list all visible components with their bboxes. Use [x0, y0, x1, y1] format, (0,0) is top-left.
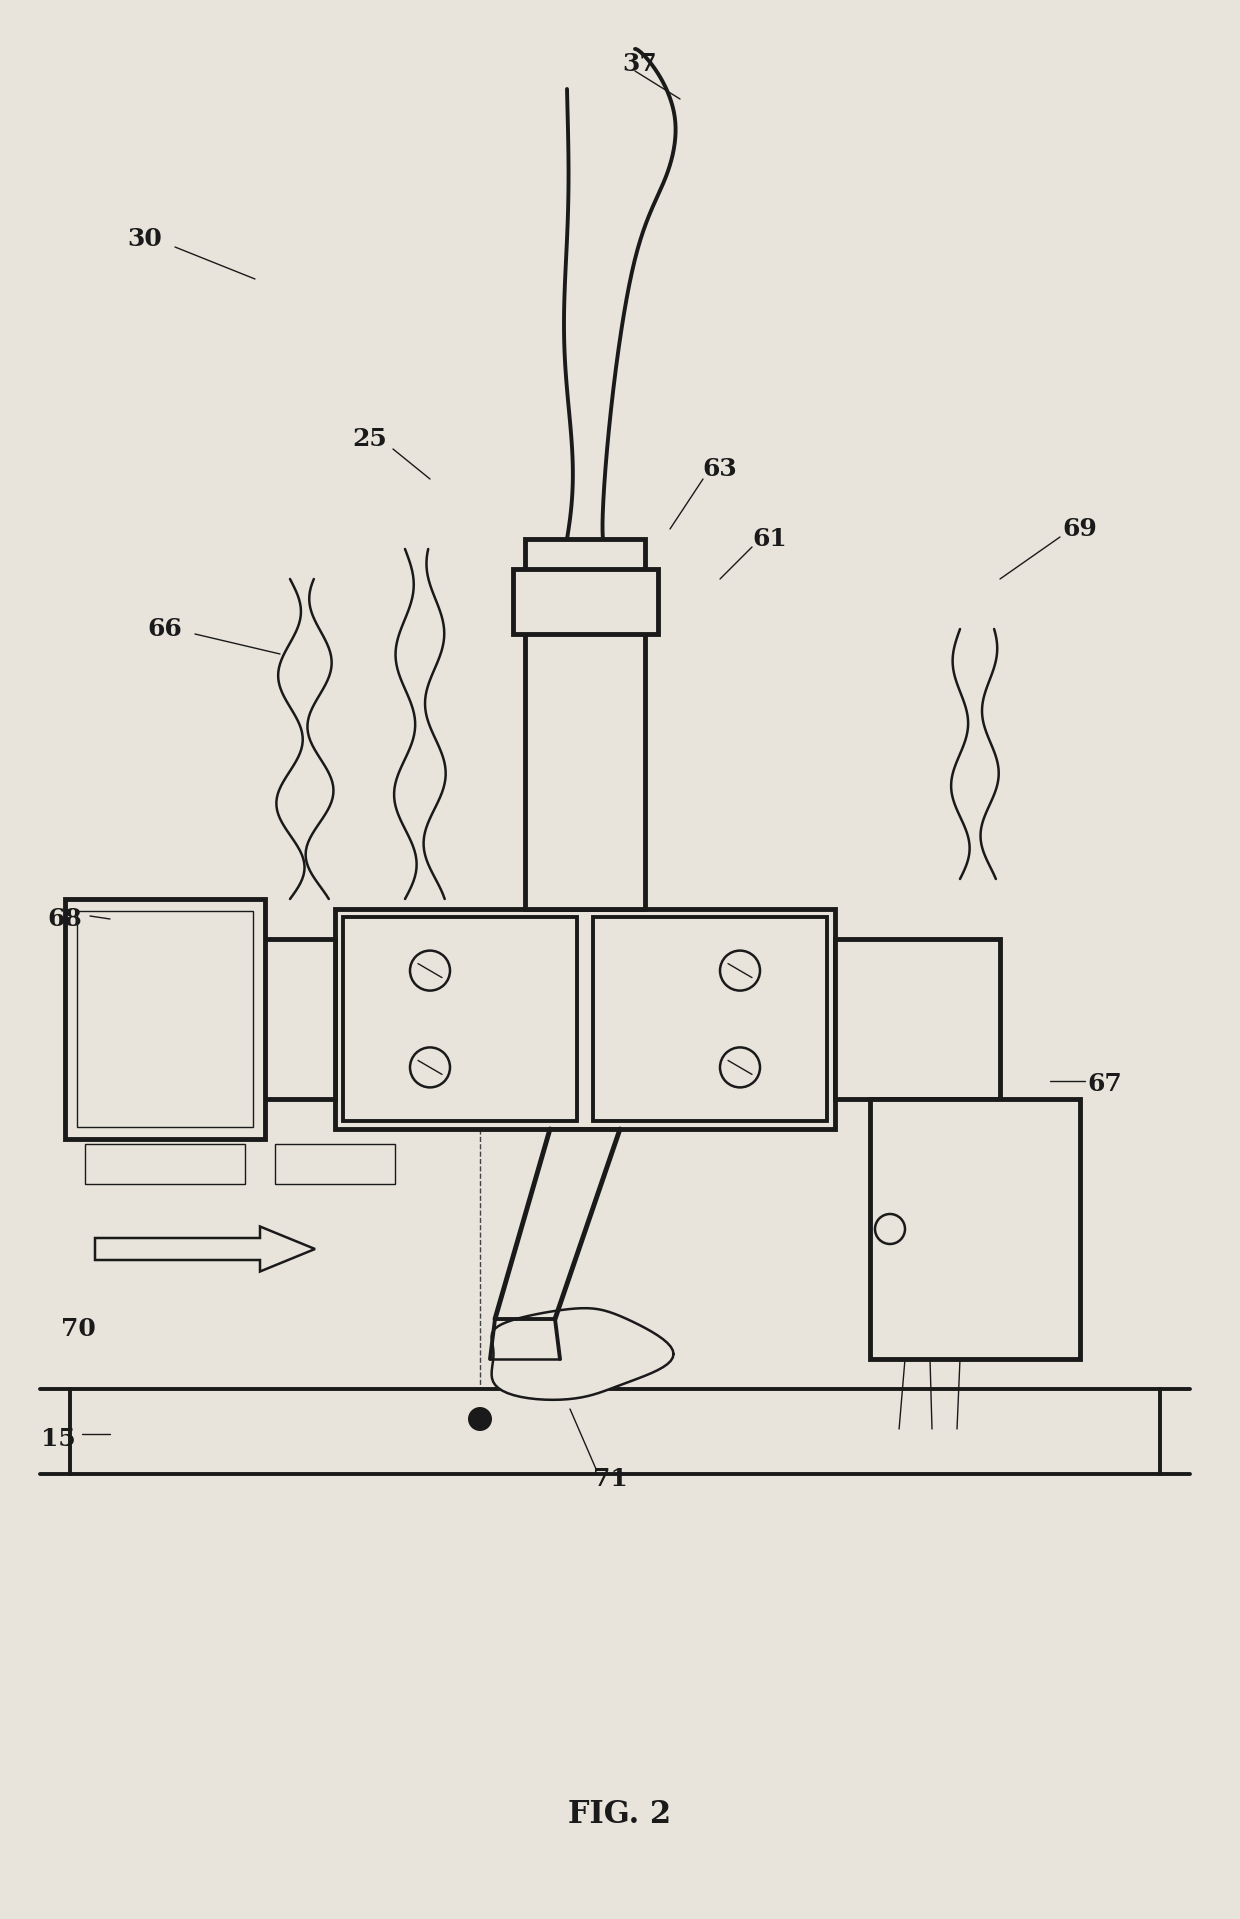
Text: 63: 63: [703, 457, 738, 482]
Text: 15: 15: [41, 1428, 76, 1451]
Text: 68: 68: [47, 908, 82, 931]
Bar: [275, 1144, 396, 1184]
Bar: [86, 1144, 246, 1184]
Bar: [100, 938, 335, 1100]
Circle shape: [720, 1048, 760, 1088]
Polygon shape: [491, 1309, 673, 1399]
Text: 71: 71: [593, 1466, 627, 1491]
Text: 25: 25: [352, 428, 387, 451]
Bar: [343, 917, 577, 1121]
Text: 37: 37: [622, 52, 657, 77]
FancyArrow shape: [95, 1226, 315, 1272]
Bar: [835, 938, 999, 1100]
Bar: [64, 898, 265, 1140]
Bar: [593, 917, 827, 1121]
Bar: [335, 910, 835, 1128]
Text: 67: 67: [1087, 1073, 1122, 1096]
Bar: [870, 1100, 1080, 1359]
Circle shape: [875, 1215, 905, 1244]
Bar: [77, 912, 253, 1126]
Bar: [69, 1389, 1159, 1474]
Bar: [525, 539, 645, 910]
Bar: [512, 570, 657, 633]
Text: 66: 66: [148, 618, 182, 641]
Circle shape: [720, 950, 760, 990]
Circle shape: [410, 1048, 450, 1088]
Text: 69: 69: [1063, 516, 1097, 541]
Text: 61: 61: [753, 528, 787, 551]
Text: FIG. 2: FIG. 2: [568, 1798, 672, 1829]
Circle shape: [410, 950, 450, 990]
Text: 70: 70: [61, 1316, 95, 1341]
Text: 30: 30: [128, 226, 162, 251]
Circle shape: [467, 1407, 492, 1432]
